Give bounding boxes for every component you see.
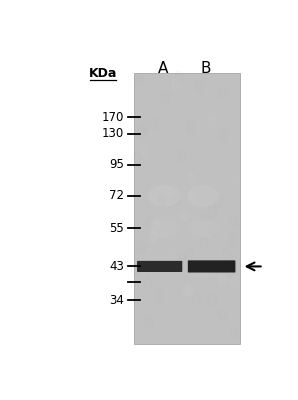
FancyBboxPatch shape [188, 260, 235, 272]
Text: 95: 95 [109, 158, 124, 171]
Text: 130: 130 [102, 127, 124, 140]
Ellipse shape [148, 219, 181, 238]
Text: 72: 72 [109, 190, 124, 202]
Text: A: A [158, 60, 168, 76]
Ellipse shape [148, 185, 181, 207]
Ellipse shape [187, 185, 220, 207]
Text: B: B [201, 60, 211, 76]
Text: 170: 170 [102, 111, 124, 124]
Text: KDa: KDa [89, 67, 117, 80]
Bar [134, 73, 240, 344]
Text: 43: 43 [109, 260, 124, 273]
FancyBboxPatch shape [137, 261, 182, 272]
Text: 34: 34 [109, 294, 124, 307]
Text: 55: 55 [109, 222, 124, 235]
Ellipse shape [187, 219, 220, 238]
